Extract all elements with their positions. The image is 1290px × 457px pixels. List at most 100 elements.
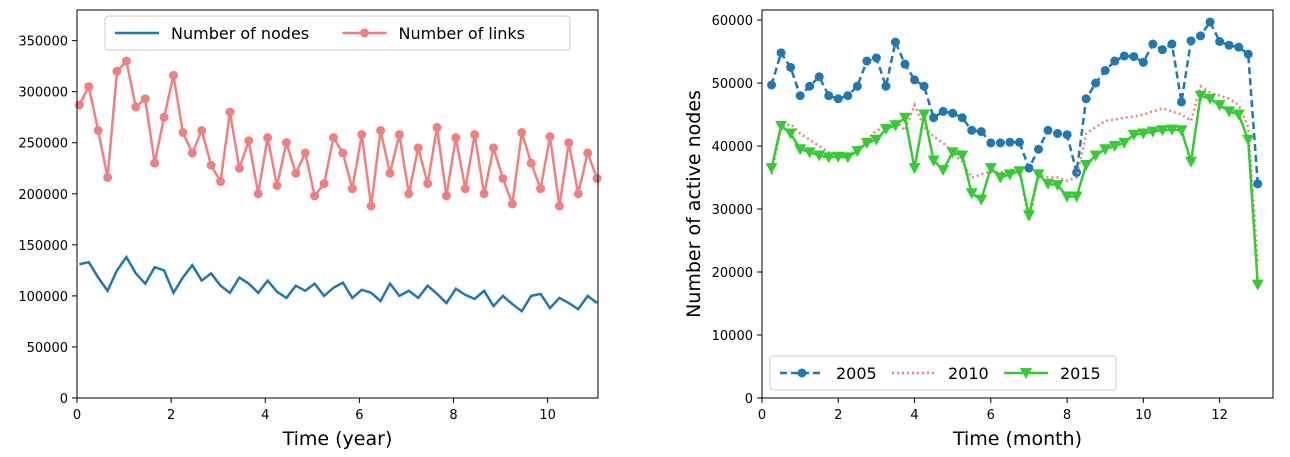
point bbox=[822, 152, 835, 164]
plot-frame bbox=[76, 9, 599, 399]
point bbox=[187, 148, 197, 158]
x-tick-label: 6 bbox=[355, 408, 363, 423]
point bbox=[536, 184, 546, 194]
point bbox=[899, 112, 912, 124]
point bbox=[975, 194, 988, 206]
point bbox=[927, 155, 940, 167]
point bbox=[976, 127, 986, 137]
point bbox=[197, 125, 207, 135]
point bbox=[84, 82, 94, 92]
x-axis-label: Time (month) bbox=[952, 428, 1082, 450]
point bbox=[860, 137, 873, 149]
x-tick-label: 10 bbox=[539, 408, 556, 423]
y-tick-label: 300000 bbox=[18, 86, 68, 101]
point bbox=[1232, 109, 1245, 121]
point bbox=[870, 134, 883, 146]
point bbox=[545, 132, 555, 142]
x-tick-label: 0 bbox=[758, 408, 766, 423]
point bbox=[423, 179, 433, 189]
point bbox=[797, 368, 807, 378]
point bbox=[795, 91, 805, 101]
point bbox=[948, 108, 958, 118]
point bbox=[1138, 57, 1148, 67]
point bbox=[929, 113, 939, 123]
point bbox=[376, 125, 386, 135]
point bbox=[1080, 159, 1093, 171]
point bbox=[1099, 144, 1112, 156]
point bbox=[833, 94, 843, 104]
point bbox=[263, 133, 273, 143]
point bbox=[150, 158, 160, 168]
point bbox=[291, 168, 301, 178]
point bbox=[813, 150, 826, 162]
point bbox=[1234, 42, 1244, 52]
point bbox=[74, 100, 84, 110]
point bbox=[1022, 210, 1035, 222]
plot-frame bbox=[761, 9, 1274, 399]
legend-label: 2010 bbox=[948, 364, 989, 383]
point bbox=[1148, 39, 1158, 49]
point bbox=[404, 189, 414, 199]
point bbox=[1196, 31, 1206, 41]
point bbox=[168, 70, 178, 80]
point bbox=[1042, 178, 1055, 190]
point bbox=[1253, 179, 1263, 189]
point bbox=[112, 66, 122, 76]
point bbox=[347, 184, 357, 194]
point bbox=[498, 173, 508, 183]
point bbox=[879, 124, 892, 136]
point bbox=[216, 177, 226, 187]
x-tick-label: 8 bbox=[1063, 408, 1071, 423]
point bbox=[319, 179, 329, 189]
point bbox=[776, 48, 786, 58]
point bbox=[862, 56, 872, 66]
point bbox=[1005, 137, 1015, 147]
legend-label: 2015 bbox=[1060, 364, 1101, 383]
legend-box bbox=[104, 15, 571, 51]
point bbox=[1146, 126, 1159, 138]
point bbox=[1213, 100, 1226, 112]
point bbox=[1108, 141, 1121, 153]
x-tick-label: 4 bbox=[910, 408, 918, 423]
point bbox=[1185, 156, 1198, 168]
point bbox=[1089, 150, 1102, 162]
point bbox=[824, 91, 834, 101]
point bbox=[794, 144, 807, 156]
point bbox=[1223, 106, 1236, 118]
point bbox=[1033, 144, 1043, 154]
legend-label: Number of nodes bbox=[171, 24, 309, 43]
point bbox=[1024, 163, 1034, 173]
point bbox=[1043, 125, 1053, 135]
point bbox=[775, 120, 788, 132]
point bbox=[918, 109, 931, 121]
point bbox=[244, 136, 254, 146]
point bbox=[910, 75, 920, 85]
point bbox=[1119, 51, 1129, 61]
x-tick-label: 10 bbox=[1135, 408, 1152, 423]
point bbox=[479, 189, 489, 199]
point bbox=[489, 143, 499, 153]
point bbox=[1224, 40, 1234, 50]
point bbox=[1003, 169, 1016, 181]
point bbox=[1186, 36, 1196, 46]
point bbox=[946, 147, 959, 159]
y-tick-label: 350000 bbox=[18, 35, 68, 50]
point bbox=[1062, 130, 1072, 140]
point bbox=[1129, 52, 1139, 62]
point bbox=[234, 163, 244, 173]
point bbox=[965, 188, 978, 200]
y-tick-label: 150000 bbox=[18, 239, 68, 254]
point bbox=[986, 138, 996, 148]
point bbox=[451, 133, 461, 143]
point bbox=[832, 151, 845, 163]
point bbox=[517, 128, 527, 138]
point bbox=[159, 112, 169, 122]
point bbox=[841, 152, 854, 164]
x-tick-label: 4 bbox=[261, 408, 269, 423]
series-line bbox=[770, 19, 1259, 184]
series-line bbox=[770, 94, 1259, 285]
point bbox=[843, 91, 853, 101]
point bbox=[357, 130, 367, 140]
point bbox=[1176, 97, 1186, 107]
